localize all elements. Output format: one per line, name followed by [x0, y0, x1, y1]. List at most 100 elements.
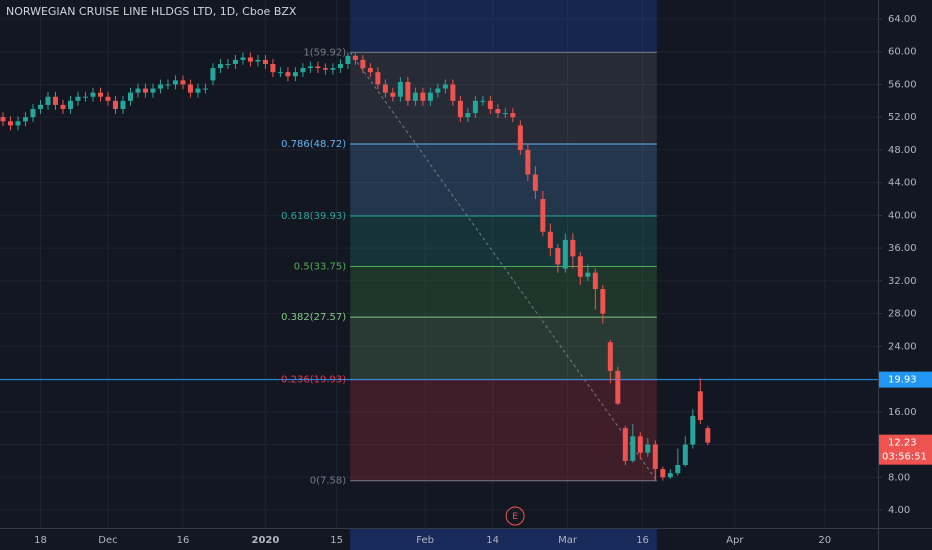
candle-body	[607, 342, 613, 371]
fib-label: 0.382(27.57)	[281, 312, 346, 323]
y-tick-label: 36.00	[888, 243, 917, 254]
candle-body	[412, 92, 418, 101]
candle-body	[615, 370, 621, 404]
candle-body	[457, 100, 463, 118]
last-price-tag	[879, 434, 932, 465]
price-line-tag	[879, 371, 932, 388]
y-tick-label: 48.00	[888, 145, 917, 156]
x-tick-label: 14	[486, 535, 499, 546]
y-tick-label: 44.00	[888, 178, 917, 189]
candle-body	[645, 444, 651, 453]
candle-body	[525, 149, 531, 175]
event-label: E	[512, 512, 518, 522]
candle-body	[240, 57, 246, 60]
candle-body	[472, 100, 478, 114]
candle-body	[592, 272, 598, 290]
candle-body	[480, 100, 486, 102]
candle-body	[562, 239, 568, 269]
candle-body	[105, 96, 111, 101]
fib-band	[350, 266, 657, 318]
y-tick-label: 60.00	[888, 47, 917, 58]
y-tick-label: 56.00	[888, 79, 917, 90]
candle-body	[90, 92, 96, 97]
candle-body	[97, 92, 103, 97]
y-tick-label: 32.00	[888, 276, 917, 287]
date-range-highlight	[350, 0, 657, 53]
candle-body	[165, 84, 171, 86]
countdown-label: 03:56:51	[882, 452, 927, 463]
candle-body	[630, 436, 636, 461]
candle-body	[15, 121, 21, 126]
candle-body	[202, 88, 208, 90]
candle-body	[540, 199, 546, 232]
candle-body	[75, 96, 81, 101]
candle-body	[667, 473, 673, 478]
candle-body	[337, 63, 343, 69]
candle-body	[135, 88, 141, 93]
candle-body	[82, 96, 88, 98]
y-tick-label: 4.00	[888, 505, 910, 516]
y-tick-label: 52.00	[888, 112, 917, 123]
x-tick-label: 16	[177, 535, 190, 546]
candle-body	[682, 444, 688, 465]
candle-body	[532, 174, 538, 191]
fib-label: 0.786(48.72)	[281, 139, 346, 150]
candle-body	[442, 84, 448, 89]
chart-title: NORWEGIAN CRUISE LINE HLDGS LTD, 1D, Cbo…	[6, 5, 297, 18]
candle-body	[7, 121, 13, 126]
candle-body	[360, 59, 366, 69]
candle-body	[570, 239, 576, 257]
y-tick-label: 40.00	[888, 210, 917, 221]
x-tick-label: 20	[818, 535, 831, 546]
candle-body	[0, 117, 6, 122]
last-price-label: 12.23	[888, 438, 917, 449]
candle-body	[247, 57, 253, 62]
candle-body	[375, 72, 381, 85]
candle-body	[225, 63, 231, 65]
candle-body	[382, 84, 388, 93]
candle-body	[292, 72, 298, 77]
candle-body	[255, 59, 261, 62]
candle-body	[112, 100, 118, 110]
candle-body	[30, 109, 36, 118]
grid	[0, 0, 878, 528]
candle-body	[675, 464, 681, 474]
candle-body	[120, 100, 126, 110]
candle-body	[517, 125, 523, 150]
x-axis-range-highlight	[350, 529, 657, 550]
candle-body	[330, 68, 336, 70]
candle-body	[690, 415, 696, 445]
candle-body	[270, 63, 276, 73]
candle-body	[180, 80, 186, 85]
fib-band	[350, 144, 657, 216]
candle-body	[195, 88, 201, 93]
candle-body	[705, 428, 711, 443]
candle-body	[547, 231, 553, 249]
y-tick-label: 24.00	[888, 341, 917, 352]
candle-body	[367, 68, 373, 73]
fib-band	[350, 317, 657, 380]
candle-body	[322, 68, 328, 70]
candle-body	[495, 109, 501, 114]
candle-body	[600, 289, 606, 314]
y-tick-label: 28.00	[888, 309, 917, 320]
candle-body	[577, 256, 583, 277]
candle-body	[22, 117, 28, 122]
candles	[0, 52, 711, 481]
candle-body	[315, 66, 321, 69]
candle-body	[397, 81, 403, 97]
candle-body	[435, 88, 441, 93]
candle-body	[60, 104, 66, 110]
candle-body	[300, 68, 306, 73]
fibonacci: 1(59.92) 0.786(48.72) 0.618(39.93) 0.5(33.7…	[0, 0, 878, 487]
candle-body	[127, 92, 133, 101]
candle-body	[142, 88, 148, 93]
candle-body	[37, 104, 43, 110]
x-tick-label: 2020	[252, 535, 280, 546]
candle-body	[622, 428, 628, 461]
fib-band	[350, 379, 657, 481]
candle-body	[450, 84, 456, 101]
y-tick-label: 64.00	[888, 14, 917, 25]
